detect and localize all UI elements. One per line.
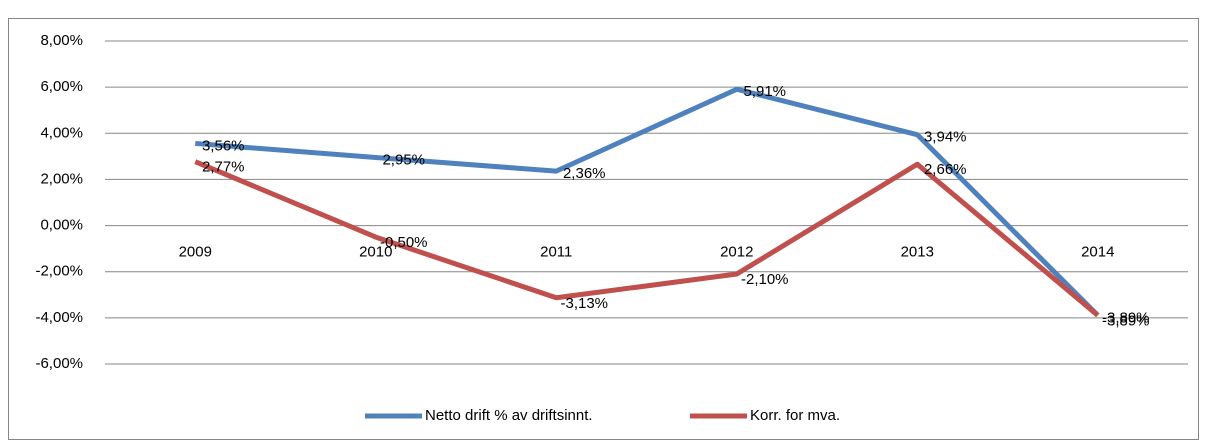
x-tick-label: 2011 [540,244,572,261]
y-tick-label: -2,00% [35,263,83,280]
y-tick-label: -4,00% [35,309,83,326]
data-label: 2,95% [382,151,425,168]
data-label: 3,56% [202,137,245,154]
y-tick-label: -6,00% [35,355,83,372]
data-label: 2,77% [202,159,245,176]
y-tick-label: 6,00% [40,78,83,95]
x-tick-label: 2010 [359,244,392,261]
y-tick-label: 8,00% [40,32,83,49]
y-tick-label: 4,00% [40,124,83,141]
x-tick-label: 2009 [179,244,212,261]
data-label: 2,36% [563,165,606,182]
legend-label: Netto drift % av driftsinnt. [425,407,593,424]
data-label: 2,66% [924,161,967,178]
y-tick-label: 0,00% [40,217,83,234]
y-tick-label: 2,00% [40,170,83,187]
data-label: 3,94% [924,129,967,146]
data-label: -0,50% [380,234,428,251]
x-tick-label: 2013 [901,244,934,261]
legend-label: Korr. for mva. [750,407,840,424]
x-tick-label: 2014 [1081,244,1114,261]
series-line [195,86,1100,318]
data-label: 5,91% [743,83,786,100]
x-tick-label: 2012 [720,244,753,261]
series-line [194,159,1100,318]
chart-frame [8,18,1199,440]
data-label: -3,89% [1102,309,1150,326]
data-label: -3,13% [560,295,608,312]
data-label: -3,89% [1102,312,1150,329]
data-label: -2,10% [741,271,789,288]
